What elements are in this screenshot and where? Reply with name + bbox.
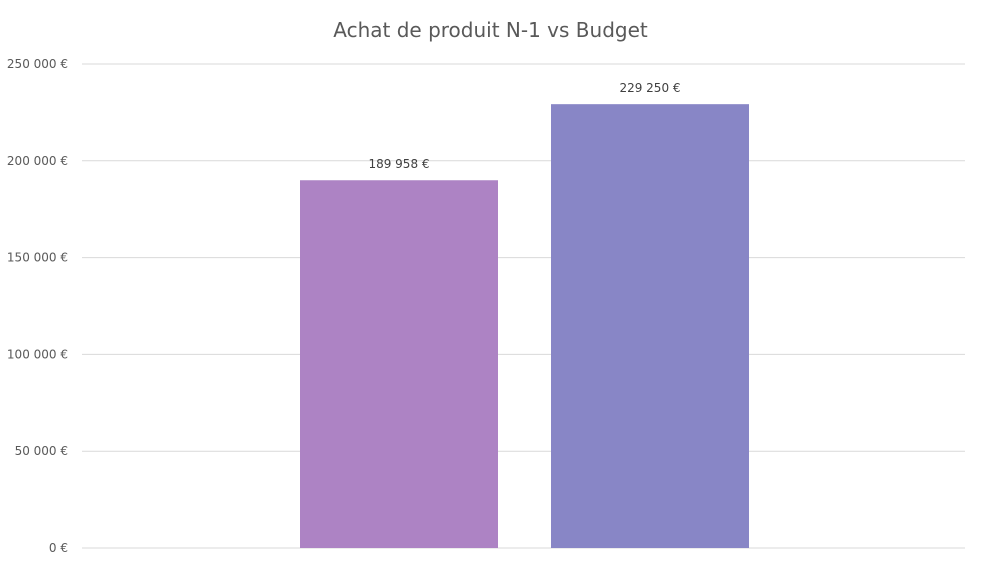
data-label-1: 189 958 € [368,157,429,171]
chart-title: Achat de produit N-1 vs Budget [333,18,648,42]
bar-1 [300,180,498,548]
y-tick-label: 100 000 € [7,347,68,361]
y-tick-label: 150 000 € [7,251,68,265]
y-tick-label: 200 000 € [7,154,68,168]
y-tick-label: 50 000 € [15,444,68,458]
y-tick-label: 0 € [49,541,68,555]
bar-2 [551,104,749,548]
y-tick-label: 250 000 € [7,57,68,71]
data-label-2: 229 250 € [619,81,680,95]
